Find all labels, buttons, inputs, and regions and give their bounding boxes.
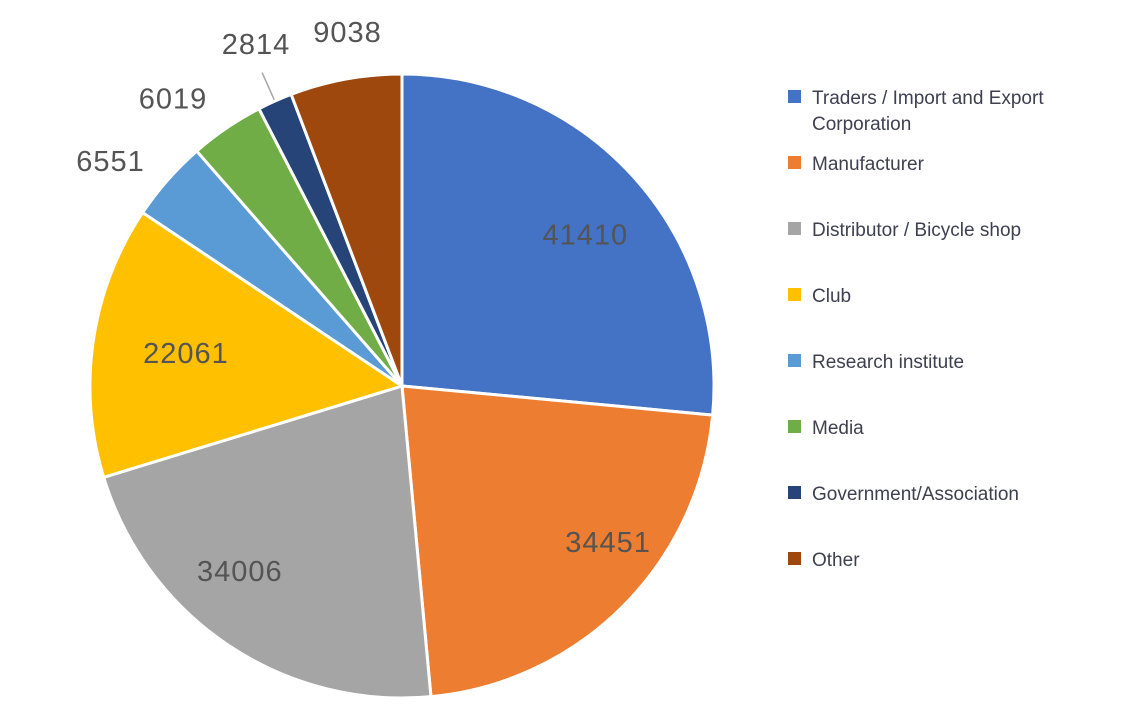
legend-item-club: Club — [788, 284, 1097, 350]
legend-item-distributor-bicycle-shop: Distributor / Bicycle shop — [788, 218, 1097, 284]
leader-line-government-association — [261, 72, 275, 101]
pie-slice-other — [289, 72, 404, 388]
data-label-government-association: 2814 — [222, 29, 291, 61]
legend-label-traders-import-and-export-corporation: Traders / Import and Export Corporation — [812, 88, 1044, 135]
legend-label-manufacturer: Manufacturer — [812, 154, 924, 175]
chart-legend: Traders / Import and Export Corporation M… — [788, 86, 1097, 614]
data-label-club: 22061 — [143, 338, 229, 370]
legend-swatch-media — [788, 420, 801, 433]
data-label-traders-import-and-export-corporation: 41410 — [542, 219, 628, 251]
pie-slice-manufacturer — [400, 384, 715, 699]
legend-swatch-other — [788, 552, 801, 565]
data-label-distributor-bicycle-shop: 34006 — [197, 556, 283, 588]
pie-chart: 41410 34451 34006 22061 6551 6019 2814 9038 — [76, 17, 716, 700]
legend-item-other: Other — [788, 548, 1097, 614]
legend-swatch-traders-import-and-export-corporation — [788, 90, 801, 103]
data-label-research-institute: 6551 — [76, 146, 145, 178]
legend-swatch-research-institute — [788, 354, 801, 367]
legend-swatch-club — [788, 288, 801, 301]
pie-slice-traders-import-and-export-corporation — [400, 72, 716, 417]
pie-slice-club — [88, 211, 404, 479]
data-label-manufacturer: 34451 — [565, 527, 651, 559]
legend-label-research-institute: Research institute — [812, 352, 965, 373]
legend-label-media: Media — [812, 418, 864, 439]
legend-item-research-institute: Research institute — [788, 350, 1097, 416]
legend-swatch-distributor-bicycle-shop — [788, 222, 801, 235]
legend-item-government-association: Government/Association — [788, 482, 1097, 548]
legend-label-other: Other — [812, 550, 860, 571]
data-label-media: 6019 — [139, 84, 208, 116]
legend-item-media: Media — [788, 416, 1097, 482]
legend-item-traders-import-and-export-corporation: Traders / Import and Export Corporation — [788, 86, 1097, 152]
data-label-other: 9038 — [313, 17, 382, 49]
legend-item-manufacturer: Manufacturer — [788, 152, 1097, 218]
legend-label-government-association: Government/Association — [812, 484, 1019, 505]
legend-label-distributor-bicycle-shop: Distributor / Bicycle shop — [812, 220, 1022, 241]
legend-swatch-government-association — [788, 486, 801, 499]
pie-slice-distributor-bicycle-shop — [102, 384, 433, 700]
legend-label-club: Club — [812, 286, 852, 307]
legend-swatch-manufacturer — [788, 156, 801, 169]
